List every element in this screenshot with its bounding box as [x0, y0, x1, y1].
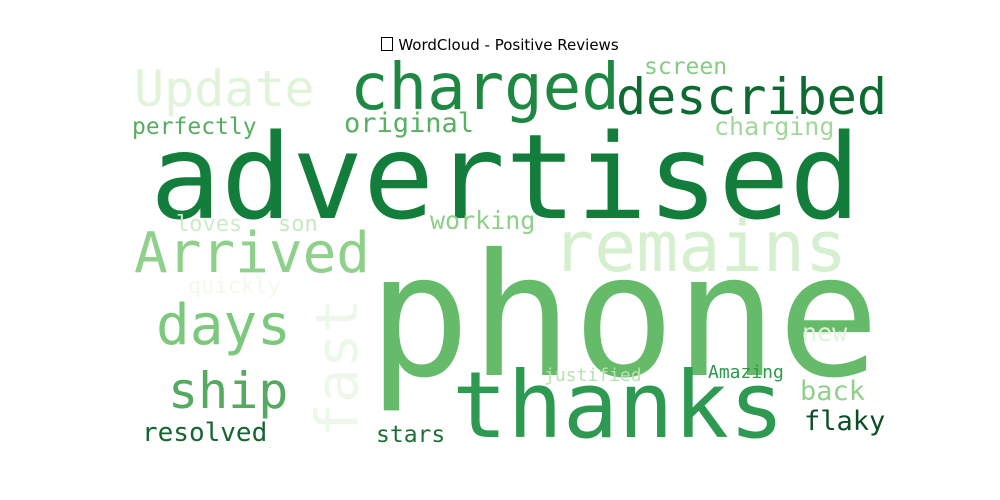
word-resolved: resolved [142, 418, 268, 448]
word-phone: phone [368, 218, 880, 416]
word-days: days [156, 293, 291, 358]
word-arrived: Arrived [134, 221, 371, 286]
word-loves: loves [176, 212, 243, 237]
chart-title-text: WordCloud - Positive Reviews [398, 36, 619, 54]
word-justified: justified [544, 365, 642, 386]
word-original: original [344, 108, 475, 139]
word-stars: stars [376, 422, 446, 448]
word-new: new [802, 318, 848, 347]
word-remains: remains [552, 206, 848, 288]
word-charging: charging [714, 112, 835, 141]
word-thanks: thanks [452, 352, 785, 459]
word-ship: ship [168, 362, 289, 420]
word-flaky: flaky [804, 406, 886, 437]
word-described: described [616, 68, 887, 126]
word-update: Update [134, 60, 315, 118]
word-advertised: advertised [150, 108, 861, 246]
word-quickly: quickly [188, 274, 281, 299]
word-charged: charged [350, 51, 620, 125]
word-working: working [430, 206, 536, 235]
word-fast: fast [303, 298, 371, 438]
word-back: back [800, 376, 866, 407]
word-son: son [278, 212, 318, 237]
word-perfectly: perfectly [132, 114, 257, 140]
word-screen: screen [644, 54, 728, 80]
chart-title: WordCloud - Positive Reviews [0, 36, 1000, 54]
missing-glyph-icon [381, 37, 394, 51]
word-amazing: Amazing [708, 362, 784, 383]
